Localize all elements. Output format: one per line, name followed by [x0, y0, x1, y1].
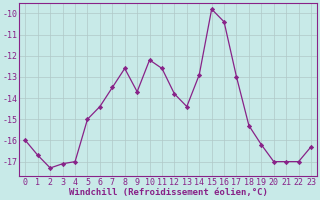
X-axis label: Windchill (Refroidissement éolien,°C): Windchill (Refroidissement éolien,°C) [69, 188, 268, 197]
